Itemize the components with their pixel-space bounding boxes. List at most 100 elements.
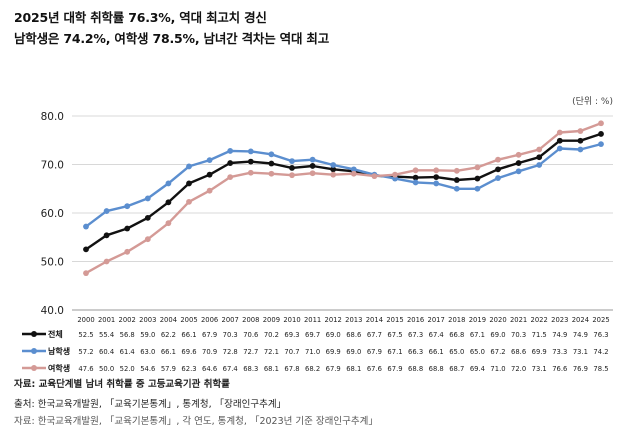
legend-swatch-dot [31, 331, 37, 337]
data-point [536, 154, 543, 161]
data-point [124, 225, 131, 232]
x-tick-label: 2014 [366, 316, 383, 324]
data-label: 67.1 [387, 348, 402, 356]
data-label: 67.6 [367, 365, 382, 373]
data-label: 56.8 [120, 331, 135, 339]
x-tick-label: 2022 [531, 316, 548, 324]
data-label: 68.1 [264, 365, 279, 373]
data-label: 68.7 [449, 365, 464, 373]
data-label: 66.3 [408, 348, 423, 356]
data-label: 68.6 [511, 348, 526, 356]
data-point [433, 180, 440, 187]
data-label: 68.1 [346, 365, 361, 373]
data-point [350, 166, 357, 173]
data-label: 52.0 [120, 365, 135, 373]
data-label: 65.0 [449, 348, 464, 356]
x-tick-label: 2009 [263, 316, 280, 324]
data-point [515, 151, 522, 158]
x-tick-label: 2016 [407, 316, 424, 324]
chart-subtitle: 남학생은 74.2%, 여학생 78.5%, 남녀간 격차는 역대 최고 [14, 31, 329, 46]
data-point [247, 148, 254, 155]
y-tick-label: 80.0 [41, 111, 64, 123]
x-tick-label: 2010 [283, 316, 300, 324]
x-tick-label: 2021 [510, 316, 527, 324]
data-point [268, 170, 275, 177]
series-line-3 [85, 122, 602, 275]
data-point [556, 137, 563, 144]
data-point [330, 171, 337, 178]
data-label: 76.9 [573, 365, 588, 373]
data-point [309, 170, 316, 177]
data-label: 72.8 [223, 348, 238, 356]
y-tick-label: 40.0 [41, 305, 64, 317]
data-point [247, 158, 254, 165]
data-point [371, 173, 378, 180]
data-label: 74.2 [593, 348, 608, 356]
data-label: 52.5 [78, 331, 93, 339]
data-point [495, 156, 501, 163]
data-label: 68.3 [243, 365, 258, 373]
data-label: 59.0 [140, 331, 155, 339]
data-point [412, 174, 419, 181]
x-tick-label: 2003 [139, 316, 156, 324]
series-line-2 [85, 142, 602, 228]
data-label: 60.4 [99, 348, 114, 356]
data-label: 67.7 [367, 331, 382, 339]
data-label: 74.9 [552, 331, 567, 339]
data-point [83, 270, 89, 277]
data-label: 67.9 [367, 348, 382, 356]
x-tick-label: 2023 [551, 316, 568, 324]
data-point [577, 137, 584, 144]
data-label: 70.9 [202, 348, 217, 356]
data-label: 70.2 [264, 331, 279, 339]
x-tick-label: 2017 [428, 316, 445, 324]
x-tick-label: 2015 [386, 316, 403, 324]
data-label: 67.3 [408, 331, 423, 339]
legend-swatch-dot [31, 348, 37, 354]
data-label: 66.1 [429, 348, 444, 356]
data-point [577, 128, 584, 134]
data-point [206, 187, 213, 194]
data-label: 70.6 [243, 331, 258, 339]
data-point [536, 146, 543, 153]
data-point [598, 141, 604, 148]
data-point [227, 174, 234, 181]
data-label: 66.1 [181, 331, 196, 339]
data-label: 57.9 [161, 365, 176, 373]
data-label: 67.2 [490, 348, 505, 356]
data-point [186, 163, 192, 170]
data-point [289, 172, 295, 179]
data-point [474, 164, 481, 171]
data-label: 65.0 [470, 348, 485, 356]
data-point [186, 180, 192, 187]
data-label: 69.0 [490, 331, 505, 339]
data-label: 64.6 [202, 365, 217, 373]
x-tick-label: 2006 [201, 316, 218, 324]
data-point [556, 129, 563, 136]
data-label: 68.2 [305, 365, 320, 373]
data-label: 69.9 [532, 348, 547, 356]
data-point [227, 160, 234, 166]
chart-title: 2025년 대학 취학률 76.3%, 역대 최고치 경신 [14, 10, 267, 25]
legend-label: 전체 [48, 329, 63, 339]
unit-label: (단위 : %) [572, 96, 613, 107]
data-point [83, 246, 89, 253]
data-label: 68.8 [408, 365, 423, 373]
data-point [412, 179, 419, 186]
data-point [186, 198, 192, 205]
data-label: 69.9 [326, 348, 341, 356]
x-tick-label: 2019 [469, 316, 486, 324]
data-point [453, 185, 460, 192]
data-label: 66.1 [161, 348, 176, 356]
data-point [103, 208, 110, 214]
x-tick-label: 2002 [119, 316, 136, 324]
data-label: 67.1 [470, 331, 485, 339]
data-label: 67.8 [284, 365, 299, 373]
data-point [350, 170, 357, 177]
data-point [577, 146, 584, 153]
x-tick-label: 2007 [222, 316, 239, 324]
x-tick-label: 2004 [160, 316, 177, 324]
data-point [144, 236, 151, 243]
data-point [515, 160, 522, 166]
data-label: 67.9 [202, 331, 217, 339]
